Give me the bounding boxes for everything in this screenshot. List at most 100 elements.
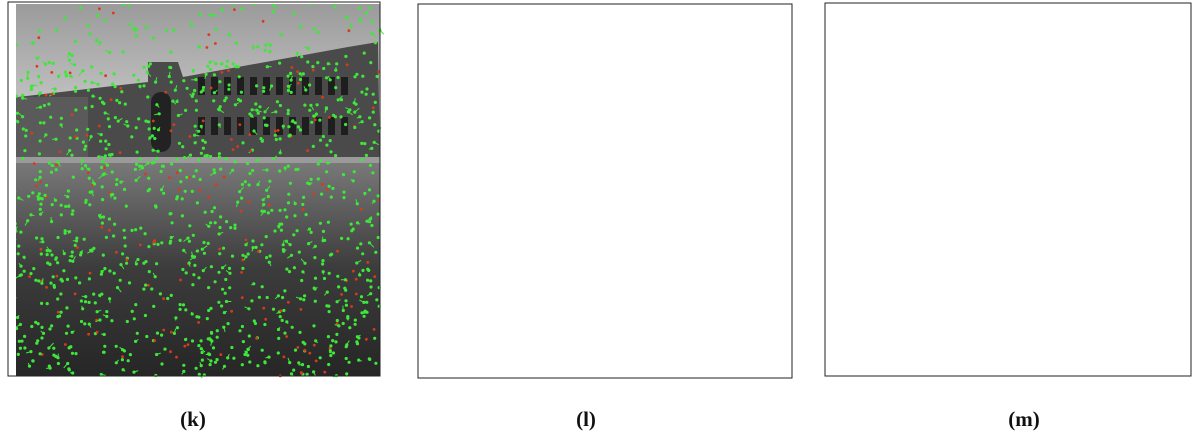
feature-point [421,136,424,139]
match-line [98,42,101,47]
match-line [8,26,9,29]
feature-point [736,84,739,87]
feature-point [954,209,957,212]
feature-point [641,76,644,79]
feature-point [978,5,981,8]
feature-point [933,131,936,134]
feature-point [1121,251,1124,254]
feature-point [904,118,907,121]
feature-point [517,250,520,253]
feature-point [756,111,759,114]
feature-point [1036,137,1039,140]
feature-point [1159,220,1162,223]
feature-point [595,76,598,79]
feature-point [197,344,201,348]
feature-point [561,156,564,159]
feature-point [938,79,941,82]
feature-point [878,52,881,55]
feature-point [543,117,546,120]
feature-point [368,6,372,10]
feature-point [1152,197,1155,200]
match-line [847,56,850,58]
feature-point [585,214,588,217]
feature-point [1017,275,1020,278]
feature-point [543,237,546,240]
feature-point [39,252,43,256]
feature-point [986,268,989,271]
feature-point [1175,34,1178,37]
feature-point [873,49,876,52]
feature-point [745,329,748,332]
feature-point [42,121,46,125]
feature-point [1079,302,1082,305]
match-line [198,374,203,378]
feature-point [1139,138,1142,141]
feature-point [769,256,772,259]
feature-point [517,253,520,256]
feature-point [642,310,645,313]
feature-point [901,288,904,291]
feature-point [537,372,540,375]
feature-point [313,118,317,122]
match-line [473,258,474,259]
feature-point [582,198,585,201]
match-line [959,94,963,96]
feature-point [353,75,357,79]
feature-point [1131,311,1134,314]
feature-point [573,89,576,92]
feature-point [326,335,330,339]
feature-point [875,237,878,240]
match-line [189,93,193,97]
match-line [973,46,975,47]
feature-point [355,340,359,344]
feature-point [481,336,484,339]
match-line [593,274,594,276]
feature-point [1167,74,1170,77]
window [198,77,205,95]
feature-point [86,171,90,175]
feature-point [206,241,210,245]
feature-point [531,175,534,178]
feature-point [480,121,483,124]
match-line [721,243,722,245]
feature-point [726,129,729,132]
feature-point [919,276,922,279]
feature-point [566,283,569,286]
feature-point [839,363,842,366]
match-line [496,111,500,112]
feature-point [177,188,181,192]
feature-point [1059,334,1062,337]
feature-point [844,12,847,15]
feature-point [583,61,586,64]
feature-point [1073,221,1076,224]
feature-point [1113,136,1116,139]
feature-point [1007,121,1010,124]
feature-point [637,195,640,198]
feature-point [214,183,218,187]
feature-point [1072,201,1075,204]
feature-point [846,326,849,329]
feature-point [247,200,251,204]
feature-point [135,162,139,166]
feature-point [100,165,104,169]
match-line [551,212,553,214]
feature-point [198,12,203,17]
feature-point [563,257,566,260]
match-line [437,206,438,209]
feature-point [1165,262,1168,265]
feature-point [1040,174,1043,177]
match-line [286,321,289,325]
feature-point [1066,334,1069,337]
feature-point [687,152,690,155]
feature-point [277,336,281,340]
feature-point [1045,56,1048,59]
feature-point [74,352,78,356]
feature-point [481,191,484,194]
feature-point [594,176,597,179]
feature-point [151,119,155,123]
feature-point [723,315,726,318]
feature-point [1034,221,1037,224]
feature-point [325,76,329,80]
feature-point [838,48,841,51]
feature-point [1179,175,1182,178]
